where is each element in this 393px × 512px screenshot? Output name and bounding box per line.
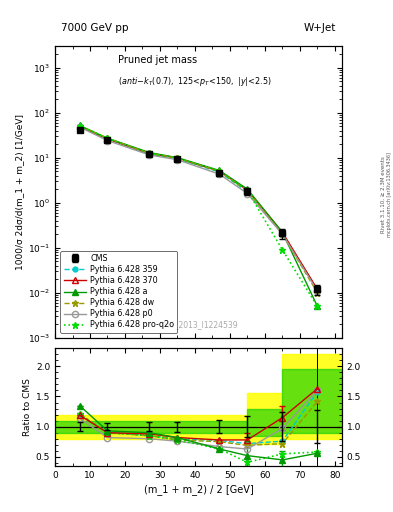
- Pythia 6.428 p0: [105, 138, 110, 144]
- Pythia 6.428 a: [147, 150, 152, 156]
- Pythia 6.428 359: [105, 136, 110, 142]
- Text: Pruned jet mass: Pruned jet mass: [118, 55, 197, 65]
- Text: 7000 GeV pp: 7000 GeV pp: [61, 23, 129, 33]
- Pythia 6.428 dw: [105, 135, 110, 141]
- Pythia 6.428 pro-q2o: [147, 150, 152, 156]
- Pythia 6.428 359: [217, 169, 222, 175]
- Pythia 6.428 pro-q2o: [280, 247, 285, 253]
- Pythia 6.428 pro-q2o: [77, 123, 82, 129]
- Pythia 6.428 a: [105, 135, 110, 141]
- Pythia 6.428 370: [315, 286, 320, 292]
- Pythia 6.428 p0: [77, 124, 82, 130]
- Text: W+Jet: W+Jet: [304, 23, 336, 33]
- Pythia 6.428 p0: [280, 231, 285, 238]
- Pythia 6.428 dw: [147, 150, 152, 156]
- Pythia 6.428 dw: [217, 168, 222, 174]
- Pythia 6.428 359: [77, 123, 82, 129]
- Pythia 6.428 370: [147, 150, 152, 156]
- Pythia 6.428 a: [217, 167, 222, 174]
- Pythia 6.428 370: [217, 168, 222, 174]
- Legend: CMS, Pythia 6.428 359, Pythia 6.428 370, Pythia 6.428 a, Pythia 6.428 dw, Pythia: CMS, Pythia 6.428 359, Pythia 6.428 370,…: [60, 251, 178, 333]
- Line: Pythia 6.428 p0: Pythia 6.428 p0: [76, 124, 321, 294]
- Pythia 6.428 dw: [315, 290, 320, 296]
- Pythia 6.428 370: [105, 136, 110, 142]
- Pythia 6.428 pro-q2o: [245, 187, 250, 194]
- Pythia 6.428 359: [280, 230, 285, 237]
- Pythia 6.428 a: [77, 122, 82, 129]
- Pythia 6.428 p0: [217, 171, 222, 177]
- Pythia 6.428 pro-q2o: [105, 135, 110, 141]
- Pythia 6.428 dw: [245, 187, 250, 194]
- Pythia 6.428 359: [147, 151, 152, 157]
- Line: Pythia 6.428 pro-q2o: Pythia 6.428 pro-q2o: [76, 122, 321, 310]
- Pythia 6.428 359: [315, 288, 320, 294]
- Pythia 6.428 370: [280, 229, 285, 236]
- Pythia 6.428 359: [175, 156, 180, 162]
- Line: Pythia 6.428 370: Pythia 6.428 370: [76, 123, 321, 292]
- Pythia 6.428 a: [175, 155, 180, 161]
- Text: Rivet 3.1.10, ≥ 2.3M events: Rivet 3.1.10, ≥ 2.3M events: [381, 156, 386, 233]
- Pythia 6.428 370: [77, 123, 82, 129]
- Pythia 6.428 p0: [147, 152, 152, 158]
- Text: mcplots.cern.ch [arXiv:1306.3436]: mcplots.cern.ch [arXiv:1306.3436]: [387, 152, 391, 237]
- Pythia 6.428 dw: [280, 231, 285, 238]
- Pythia 6.428 a: [245, 186, 250, 193]
- Pythia 6.428 p0: [245, 190, 250, 197]
- X-axis label: (m_1 + m_2) / 2 [GeV]: (m_1 + m_2) / 2 [GeV]: [143, 484, 253, 495]
- Pythia 6.428 pro-q2o: [315, 303, 320, 309]
- Line: Pythia 6.428 a: Pythia 6.428 a: [76, 122, 321, 310]
- Line: Pythia 6.428 dw: Pythia 6.428 dw: [76, 122, 321, 296]
- Pythia 6.428 370: [175, 155, 180, 161]
- Pythia 6.428 pro-q2o: [175, 155, 180, 161]
- Y-axis label: 1000/σ 2dσ/d(m_1 + m_2) [1/GeV]: 1000/σ 2dσ/d(m_1 + m_2) [1/GeV]: [15, 114, 24, 270]
- Line: Pythia 6.428 359: Pythia 6.428 359: [77, 124, 320, 293]
- Pythia 6.428 pro-q2o: [217, 168, 222, 174]
- Text: $(anti\!-\!k_T(0.7),\ 125\!<\!p_T\!<\!150,\ |y|\!<\!2.5)$: $(anti\!-\!k_T(0.7),\ 125\!<\!p_T\!<\!15…: [118, 75, 272, 88]
- Y-axis label: Ratio to CMS: Ratio to CMS: [23, 378, 31, 436]
- Pythia 6.428 370: [245, 187, 250, 193]
- Text: CMS_2013_I1224539: CMS_2013_I1224539: [159, 320, 238, 329]
- Pythia 6.428 p0: [175, 157, 180, 163]
- Pythia 6.428 a: [315, 303, 320, 309]
- Pythia 6.428 dw: [175, 155, 180, 161]
- Pythia 6.428 dw: [77, 123, 82, 129]
- Pythia 6.428 p0: [315, 288, 320, 294]
- Pythia 6.428 359: [245, 189, 250, 195]
- Pythia 6.428 a: [280, 229, 285, 236]
